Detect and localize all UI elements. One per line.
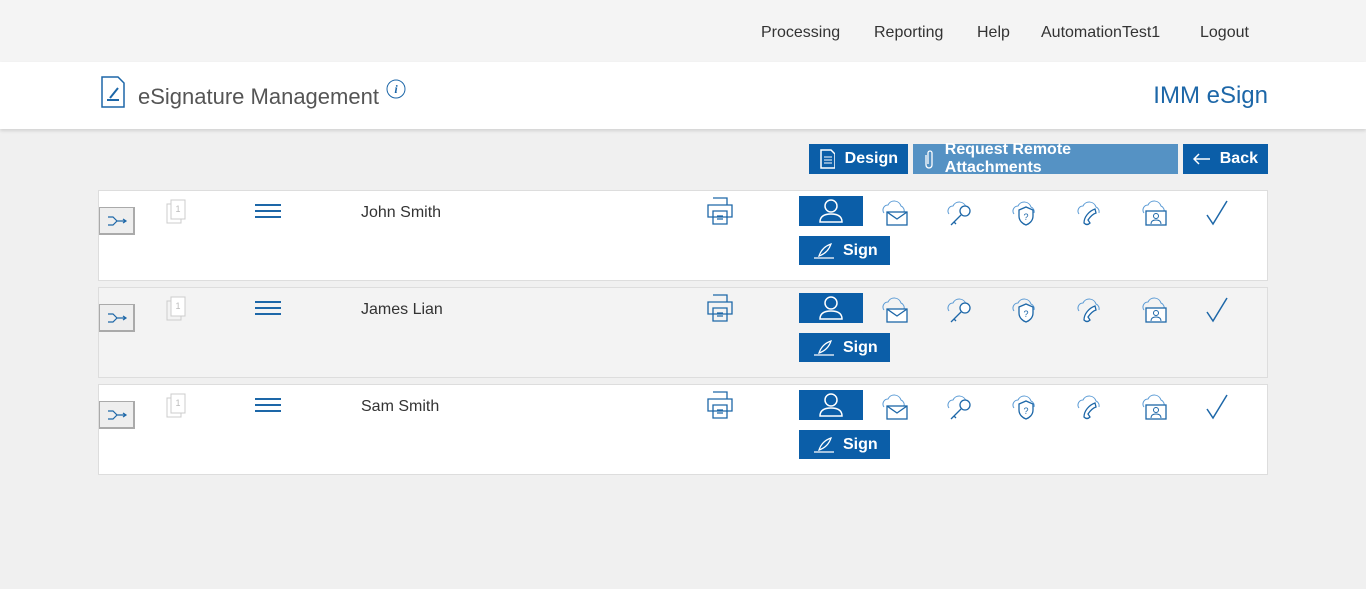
- svg-text:?: ?: [1023, 406, 1028, 416]
- quill-pen-icon: [814, 242, 834, 259]
- back-button[interactable]: Back: [1183, 144, 1268, 174]
- request-label: Request Remote Attachments: [944, 141, 1072, 176]
- sign-button[interactable]: Sign: [799, 333, 890, 362]
- route-icon: [108, 216, 128, 226]
- page-title: eSignature Management: [138, 84, 379, 109]
- cloud-phone-icon[interactable]: [1075, 393, 1103, 421]
- route-icon: [108, 313, 128, 323]
- cloud-email-icon[interactable]: [880, 199, 910, 227]
- svg-text:?: ?: [1023, 212, 1028, 222]
- svg-text:1: 1: [175, 204, 180, 214]
- header: eSignature Management i IMM eSign: [0, 62, 1366, 129]
- checkmark-icon[interactable]: [1205, 296, 1229, 324]
- info-icon[interactable]: i: [386, 79, 406, 99]
- design-button[interactable]: Design: [809, 144, 908, 174]
- user-icon: [819, 393, 843, 417]
- svg-text:?: ?: [1023, 309, 1028, 319]
- paperclip-icon: [925, 150, 933, 169]
- request-remote-attachments-button[interactable]: Request Remote Attachments: [913, 141, 1178, 176]
- svg-text:i: i: [394, 82, 398, 96]
- checkmark-icon[interactable]: [1205, 199, 1229, 227]
- menu-icon[interactable]: [255, 397, 281, 413]
- cloud-security-question-icon[interactable]: ?: [1010, 393, 1038, 421]
- nav-reporting[interactable]: Reporting: [874, 24, 944, 41]
- route-icon: [108, 410, 128, 420]
- back-label: Back: [1219, 150, 1258, 167]
- sign-label: Sign: [843, 435, 878, 453]
- document-count-icon: 1: [166, 199, 186, 224]
- sign-button[interactable]: Sign: [799, 430, 890, 459]
- signer-row: 1 James Lian ? Sign: [98, 287, 1268, 378]
- cloud-email-icon[interactable]: [880, 296, 910, 324]
- brand-name: IMM eSign: [1153, 82, 1268, 109]
- cloud-security-question-icon[interactable]: ?: [1010, 296, 1038, 324]
- document-sign-icon: [101, 76, 125, 108]
- nav-logout[interactable]: Logout: [1200, 24, 1249, 41]
- signer-name: John Smith: [361, 204, 442, 221]
- printer-icon[interactable]: [707, 294, 733, 322]
- menu-icon[interactable]: [255, 203, 281, 219]
- signer-profile-button[interactable]: [799, 196, 863, 226]
- route-button[interactable]: [99, 207, 135, 235]
- cloud-phone-icon[interactable]: [1075, 296, 1103, 324]
- user-icon: [819, 199, 843, 223]
- document-count-icon: 1: [166, 296, 186, 321]
- svg-text:1: 1: [175, 398, 180, 408]
- sign-label: Sign: [843, 338, 878, 356]
- nav-processing[interactable]: Processing: [761, 24, 841, 41]
- sign-button[interactable]: Sign: [799, 236, 890, 265]
- cloud-phone-icon[interactable]: [1075, 199, 1103, 227]
- printer-icon[interactable]: [707, 197, 733, 225]
- list-document-icon: [820, 149, 835, 169]
- signer-row: 1 Sam Smith ? Sign: [98, 384, 1268, 475]
- route-button[interactable]: [99, 304, 135, 332]
- checkmark-icon[interactable]: [1205, 393, 1229, 421]
- route-button[interactable]: [99, 401, 135, 429]
- nav-user[interactable]: AutomationTest1: [1041, 24, 1161, 41]
- menu-icon[interactable]: [255, 300, 281, 316]
- user-icon: [819, 296, 843, 320]
- signer-row: 1 John Smith ? Sign: [98, 190, 1268, 281]
- cloud-key-icon[interactable]: [945, 199, 973, 227]
- signer-name: Sam Smith: [361, 398, 440, 415]
- quill-pen-icon: [814, 436, 834, 453]
- sign-label: Sign: [843, 241, 878, 259]
- nav-help[interactable]: Help: [977, 24, 1010, 41]
- svg-text:1: 1: [175, 301, 180, 311]
- cloud-email-icon[interactable]: [880, 393, 910, 421]
- cloud-id-icon[interactable]: [1140, 393, 1168, 421]
- document-count-icon: 1: [166, 393, 186, 418]
- cloud-id-icon[interactable]: [1140, 199, 1168, 227]
- signer-profile-button[interactable]: [799, 293, 863, 323]
- printer-icon[interactable]: [707, 391, 733, 419]
- signer-profile-button[interactable]: [799, 390, 863, 420]
- cloud-key-icon[interactable]: [945, 296, 973, 324]
- top-nav: Processing Reporting Help AutomationTest…: [0, 0, 1366, 62]
- quill-pen-icon: [814, 339, 834, 356]
- design-label: Design: [844, 150, 898, 167]
- signer-name: James Lian: [361, 301, 443, 318]
- cloud-security-question-icon[interactable]: ?: [1010, 199, 1038, 227]
- cloud-key-icon[interactable]: [945, 393, 973, 421]
- arrow-left-icon: [1193, 153, 1210, 165]
- cloud-id-icon[interactable]: [1140, 296, 1168, 324]
